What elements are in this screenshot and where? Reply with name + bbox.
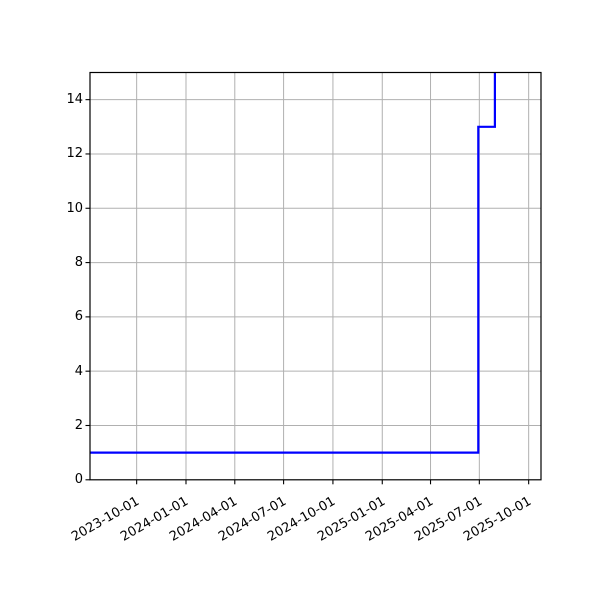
y-tick-label: 10 [66, 200, 83, 216]
y-tick-label: 4 [74, 363, 83, 379]
y-tick-label: 14 [66, 92, 83, 108]
y-tick-label: 6 [74, 309, 83, 325]
y-tick-label: 12 [66, 146, 83, 162]
y-tick-label: 2 [74, 417, 83, 433]
y-tick-label: 8 [74, 255, 83, 271]
axes-frame [89, 71, 542, 481]
y-tick-label: 0 [74, 472, 83, 488]
data-line-step-series [90, 72, 496, 454]
